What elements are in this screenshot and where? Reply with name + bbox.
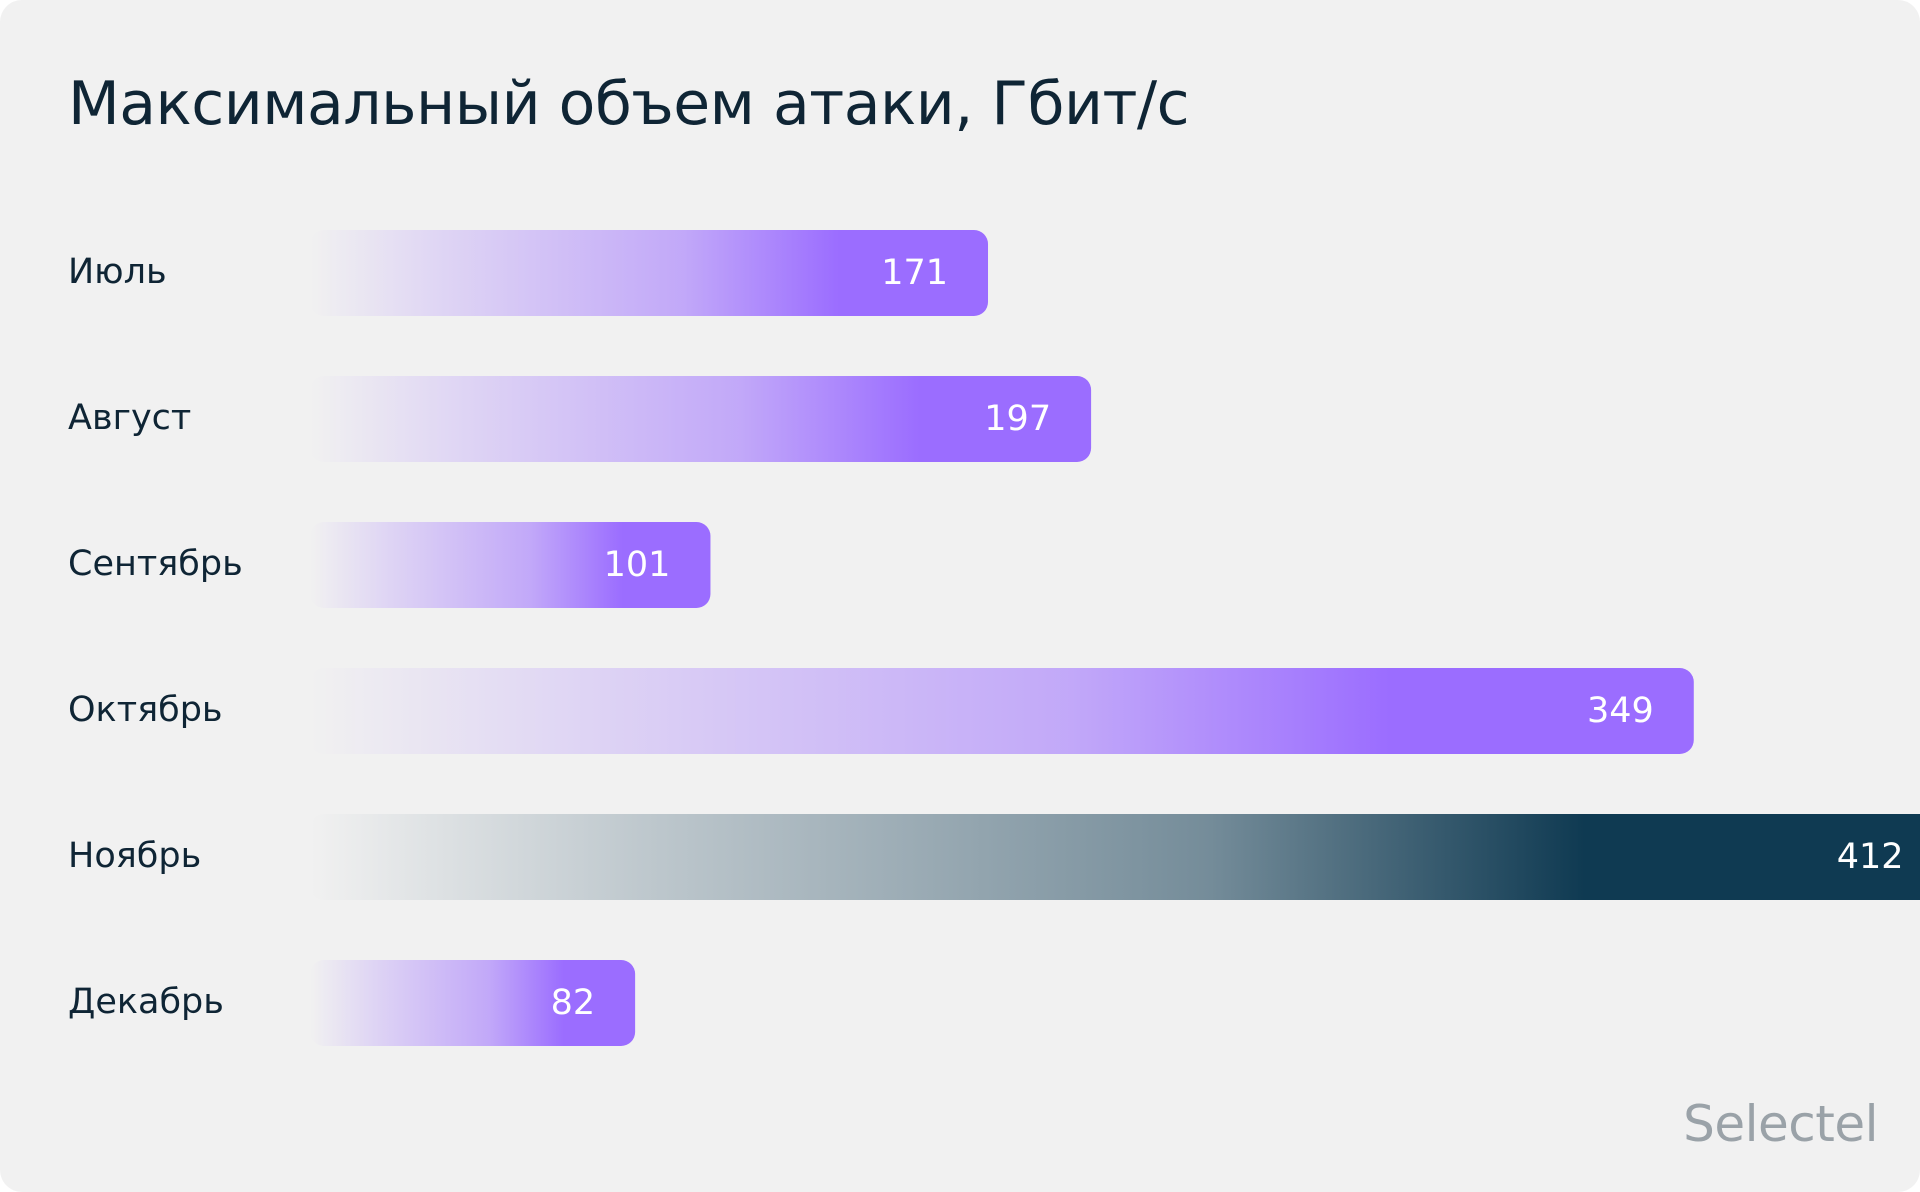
category-label-3: Сентябрь — [68, 544, 243, 584]
value-label-6: 82 — [551, 983, 596, 1023]
value-label-4: 349 — [1587, 691, 1654, 731]
chart-title: Максимальный объем атаки, Гбит/с — [68, 69, 1190, 139]
category-label-2: Август — [68, 398, 191, 438]
bars-layer: Июль 171 Август 197 Сентябрь 101 Октябрь 349 Ноя… — [68, 230, 1920, 1046]
value-label-1: 171 — [881, 253, 948, 293]
bar-4 — [310, 668, 1694, 754]
value-label-2: 197 — [984, 399, 1051, 439]
selectel-logo: Selectel — [1683, 1095, 1878, 1153]
value-label-3: 101 — [604, 545, 671, 585]
bar-1 — [310, 230, 989, 316]
bar-3 — [310, 522, 711, 608]
category-label-5: Ноябрь — [68, 836, 201, 876]
category-label-1: Июль — [68, 252, 167, 292]
bar-5 — [310, 814, 1920, 900]
category-label-4: Октябрь — [68, 690, 223, 730]
bar-2 — [310, 376, 1092, 462]
value-label-5: 412 — [1837, 837, 1904, 877]
bar-6 — [310, 960, 636, 1046]
category-label-6: Декабрь — [68, 982, 224, 1022]
